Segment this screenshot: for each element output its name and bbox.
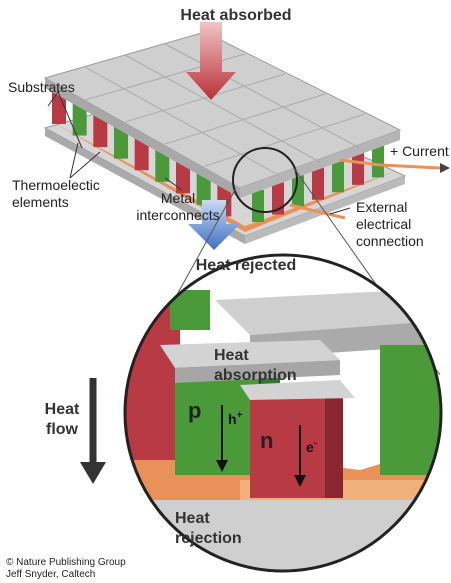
leaders bbox=[47, 91, 351, 215]
p-label: p bbox=[188, 398, 201, 423]
element-column bbox=[93, 115, 108, 148]
hole-label: h+ bbox=[228, 410, 243, 427]
label: absorption bbox=[214, 367, 297, 384]
element-column bbox=[292, 175, 304, 208]
label: Heat rejected bbox=[196, 257, 297, 274]
bottom-substrate-edge bbox=[45, 128, 245, 244]
label: Thermoelectic bbox=[12, 177, 100, 193]
label: Heat bbox=[214, 347, 249, 364]
top-substrate-edge bbox=[240, 130, 400, 198]
element-column bbox=[72, 103, 87, 136]
carrier: e bbox=[306, 439, 314, 455]
label: Substrates bbox=[8, 79, 75, 95]
label: + Current bbox=[390, 143, 449, 159]
charge: + bbox=[237, 410, 243, 421]
current-wire bbox=[339, 158, 441, 170]
interconnects bbox=[52, 122, 398, 232]
n-label: n bbox=[260, 428, 273, 453]
credit: Jeff Snyder, Caltech bbox=[6, 569, 95, 580]
element-column bbox=[114, 126, 128, 159]
current-arrowhead bbox=[440, 163, 450, 173]
label: External bbox=[356, 199, 407, 215]
element-column bbox=[332, 160, 344, 193]
label: interconnects bbox=[136, 207, 219, 223]
heat-flow-arrowhead bbox=[80, 462, 106, 484]
label: Heat bbox=[175, 510, 210, 527]
element-column bbox=[272, 182, 284, 215]
label: flow bbox=[46, 421, 79, 438]
magnifier-small bbox=[232, 147, 298, 213]
element-column bbox=[134, 138, 149, 171]
label: electrical bbox=[356, 216, 411, 232]
elements bbox=[52, 92, 384, 222]
element-column bbox=[252, 190, 264, 222]
carrier: h bbox=[228, 411, 237, 427]
bottom-substrate-edge bbox=[245, 176, 405, 244]
element-column bbox=[155, 149, 170, 182]
zoom-detail bbox=[125, 255, 441, 571]
charge: - bbox=[314, 438, 317, 449]
heat-rejected-arrow bbox=[188, 200, 240, 250]
heat-absorbed-arrow bbox=[186, 22, 236, 100]
label: Metal bbox=[161, 190, 195, 206]
element-column bbox=[312, 167, 324, 200]
title: Heat absorbed bbox=[180, 7, 291, 24]
external-wire bbox=[289, 203, 346, 220]
label: Heat bbox=[45, 401, 80, 418]
element-column bbox=[372, 145, 384, 178]
labels: Heat absorbed Substrates + Current Thermoel… bbox=[6, 7, 449, 580]
label: elements bbox=[12, 194, 69, 210]
magnifier-large bbox=[123, 253, 443, 573]
credit: © Nature Publishing Group bbox=[6, 557, 126, 568]
label: connection bbox=[356, 233, 424, 249]
top-substrate-edge bbox=[45, 78, 240, 198]
label: rejection bbox=[175, 530, 242, 547]
electron-label: e- bbox=[306, 438, 317, 455]
element-column bbox=[52, 92, 66, 124]
element-column bbox=[176, 161, 190, 194]
element-column bbox=[352, 152, 364, 185]
element-column bbox=[196, 172, 211, 205]
